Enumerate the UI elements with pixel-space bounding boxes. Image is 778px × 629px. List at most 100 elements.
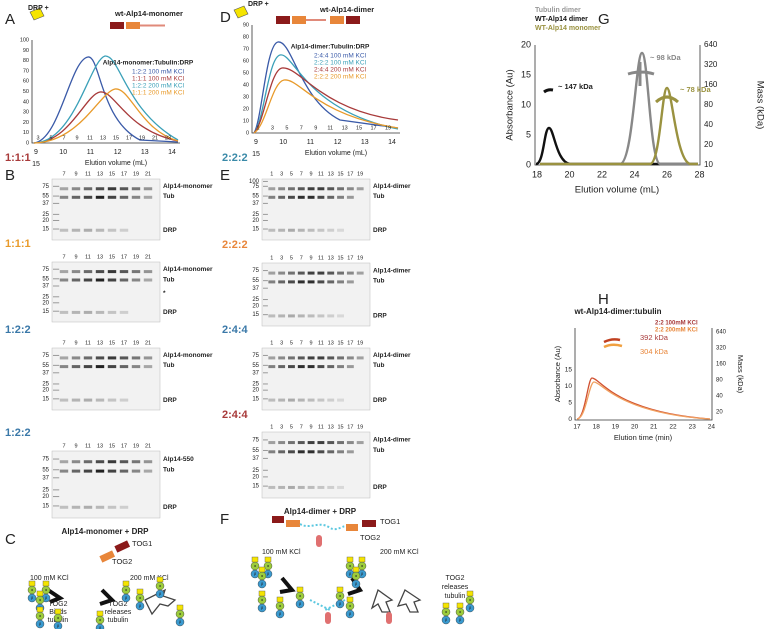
mw-label: 100: [249, 179, 260, 185]
drp: [258, 590, 266, 597]
protein-band: [307, 187, 315, 191]
band-label: Alp14-monomer: [163, 183, 213, 190]
fraction-label: 5: [49, 135, 52, 141]
protein-band: [119, 187, 129, 191]
protein-band: [95, 310, 105, 314]
mw-label: 37: [252, 370, 259, 376]
protein-band: [317, 228, 325, 232]
protein-band: [95, 460, 105, 464]
x-tick-label: 19: [612, 424, 620, 431]
y-tick-label: 20: [23, 120, 29, 126]
fraction-label: 3: [271, 125, 274, 131]
mw-label: 75: [42, 457, 49, 463]
y2-tick-label: 10: [704, 160, 713, 169]
y2-tick-label: 80: [704, 100, 713, 109]
protein-band: [317, 271, 325, 275]
gel: [51, 261, 161, 323]
protein-band: [346, 187, 354, 191]
cartoon-title: Alp14-monomer + DRP: [62, 527, 150, 536]
protein-band: [337, 228, 344, 232]
band-label: Alp14-dimer: [373, 437, 411, 444]
alpha-label: α: [45, 587, 48, 592]
lane-label: 15: [109, 254, 115, 260]
mw-label: 37: [252, 201, 259, 207]
protein-band: [71, 469, 81, 473]
fraction-label: 15: [113, 135, 119, 141]
protein-band: [337, 356, 344, 360]
protein-band: [327, 485, 335, 489]
lane-label: 1: [270, 340, 273, 346]
protein-band: [337, 450, 344, 454]
mw-label: 20: [252, 388, 259, 394]
y2-tick-label: 160: [716, 362, 727, 368]
lane-label: 13: [328, 424, 334, 430]
beta-label: β: [355, 581, 358, 586]
alpha-label: α: [355, 573, 358, 578]
protein-band: [131, 278, 141, 282]
tubulin-beta: [121, 593, 131, 603]
alpha-label: α: [57, 615, 60, 620]
mw-label: 55: [252, 278, 259, 284]
lane-label: 11: [318, 255, 324, 261]
mw-label: 75: [42, 184, 49, 190]
alpha-label: α: [279, 603, 282, 608]
protein-band: [327, 195, 335, 199]
gel: [51, 347, 161, 411]
caption: tubulin: [108, 617, 129, 624]
alpha-label: α: [261, 597, 264, 602]
lane-label: 13: [97, 443, 103, 449]
alpha-label: α: [339, 593, 342, 598]
protein-band: [278, 365, 286, 369]
alpha-label: α: [125, 587, 128, 592]
fraction-label: 11: [327, 125, 333, 131]
protein-band: [288, 314, 295, 318]
ratio-label: 2:2:2: [222, 239, 248, 251]
legend-entry: Tubulin dimer: [535, 7, 581, 14]
drp: [352, 566, 360, 573]
mw-label: 25: [252, 468, 259, 474]
lane-label: 19: [357, 171, 363, 177]
condition-label: 200 mM KCl: [130, 575, 169, 582]
x-tick-label: 21: [650, 424, 658, 431]
protein-band: [119, 365, 129, 369]
protein-band: [83, 505, 93, 509]
lane-label: 17: [347, 340, 353, 346]
beta-label: β: [159, 591, 162, 596]
protein-band: [131, 469, 141, 473]
protein-band: [83, 228, 93, 232]
ratio-label: 2:4:4: [222, 324, 249, 336]
y2-tick-label: 160: [704, 80, 718, 89]
protein-band: [107, 365, 117, 369]
lane-label: 11: [318, 424, 324, 430]
beta-label: β: [349, 611, 352, 616]
protein-band: [119, 228, 129, 232]
protein-band: [143, 278, 153, 282]
drp: [456, 602, 464, 609]
band-label: DRP: [163, 397, 177, 404]
annotation: 304 kDa: [640, 347, 669, 356]
protein-band: [356, 187, 364, 191]
lane-label: 3: [280, 171, 283, 177]
mw-label: 20: [42, 218, 49, 224]
y-tick-label: 70: [243, 46, 249, 52]
beta-label: β: [125, 595, 128, 600]
lane-label: 7: [300, 171, 303, 177]
y2-tick-label: 640: [704, 40, 718, 49]
mw-label: 20: [42, 300, 49, 306]
protein-band: [297, 187, 305, 191]
y2-tick-label: 640: [716, 330, 727, 336]
domain-label: TOG2: [360, 533, 380, 542]
protein-band: [297, 195, 305, 199]
beta-label: β: [279, 611, 282, 616]
mw-label: 20: [252, 303, 259, 309]
drp: [251, 556, 259, 563]
panel-label: A: [5, 11, 15, 28]
lane-label: 11: [85, 171, 91, 177]
lane-label: 11: [85, 340, 91, 346]
protein-band: [317, 195, 325, 199]
mw-label: 37: [42, 284, 49, 290]
mw-label: 37: [42, 475, 49, 481]
cartoon-title: Alp14-dimer + DRP: [284, 507, 357, 516]
protein-band: [337, 398, 344, 402]
protein-band: [268, 228, 276, 232]
